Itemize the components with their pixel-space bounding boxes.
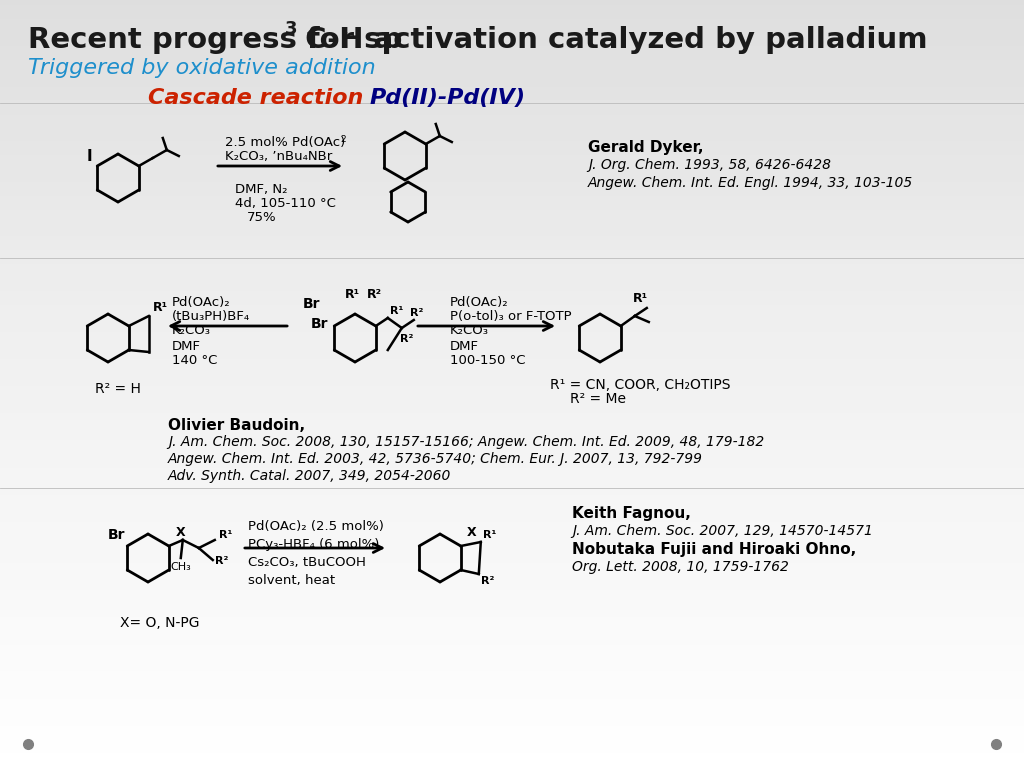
Text: R² = H: R² = H (95, 382, 141, 396)
Text: 2: 2 (340, 135, 346, 144)
Text: Nobutaka Fujii and Hiroaki Ohno,: Nobutaka Fujii and Hiroaki Ohno, (572, 542, 856, 557)
Text: R¹: R¹ (482, 530, 497, 540)
Text: Recent progress for sp: Recent progress for sp (28, 26, 402, 54)
Text: Org. Lett. 2008, 10, 1759-1762: Org. Lett. 2008, 10, 1759-1762 (572, 560, 788, 574)
Text: R¹: R¹ (219, 530, 232, 540)
Text: R²: R² (215, 556, 228, 566)
Text: R²: R² (399, 334, 413, 344)
Text: (tBu₃PH)BF₄: (tBu₃PH)BF₄ (172, 310, 250, 323)
Text: 3: 3 (285, 20, 298, 38)
Text: Adv. Synth. Catal. 2007, 349, 2054-2060: Adv. Synth. Catal. 2007, 349, 2054-2060 (168, 469, 452, 483)
Text: Triggered by oxidative addition: Triggered by oxidative addition (28, 58, 376, 78)
Text: R¹ = CN, COOR, CH₂OTIPS: R¹ = CN, COOR, CH₂OTIPS (550, 378, 730, 392)
Text: Keith Fagnou,: Keith Fagnou, (572, 506, 691, 521)
Text: R¹: R¹ (153, 301, 168, 314)
Text: Angew. Chem. Int. Ed. 2003, 42, 5736-5740; Chem. Eur. J. 2007, 13, 792-799: Angew. Chem. Int. Ed. 2003, 42, 5736-574… (168, 452, 703, 466)
Text: R²: R² (481, 576, 495, 586)
Text: Pd(OAc)₂ (2.5 mol%)
PCy₃-HBF₄ (6 mol%)
Cs₂CO₃, tBuCOOH
solvent, heat: Pd(OAc)₂ (2.5 mol%) PCy₃-HBF₄ (6 mol%) C… (248, 520, 384, 587)
Text: K₂CO₃: K₂CO₃ (172, 324, 211, 337)
Text: K₂CO₃: K₂CO₃ (450, 324, 489, 337)
Text: J. Org. Chem. 1993, 58, 6426-6428: J. Org. Chem. 1993, 58, 6426-6428 (588, 158, 831, 172)
Text: DMF: DMF (450, 340, 479, 353)
Text: C-H activation catalyzed by palladium: C-H activation catalyzed by palladium (295, 26, 928, 54)
Text: R² = Me: R² = Me (570, 392, 626, 406)
Text: X: X (467, 526, 476, 539)
Text: 75%: 75% (247, 211, 276, 224)
Text: R²: R² (410, 308, 423, 318)
Text: Pd(II)-Pd(IV): Pd(II)-Pd(IV) (370, 88, 526, 108)
Text: Pd(OAc)₂: Pd(OAc)₂ (172, 296, 230, 309)
Text: Gerald Dyker,: Gerald Dyker, (588, 140, 703, 155)
Text: Br: Br (303, 297, 321, 311)
Text: R¹: R¹ (345, 288, 360, 301)
Text: Br: Br (310, 317, 329, 331)
Text: K₂CO₃, ’nBu₄NBr: K₂CO₃, ’nBu₄NBr (225, 150, 332, 163)
Text: 4d, 105-110 °C: 4d, 105-110 °C (234, 197, 336, 210)
Text: R¹: R¹ (633, 292, 648, 305)
Text: X: X (176, 526, 185, 539)
Text: I: I (87, 149, 92, 164)
Text: J. Am. Chem. Soc. 2007, 129, 14570-14571: J. Am. Chem. Soc. 2007, 129, 14570-14571 (572, 524, 872, 538)
Text: CH₃: CH₃ (170, 562, 191, 572)
Text: 100-150 °C: 100-150 °C (450, 354, 525, 367)
Text: Angew. Chem. Int. Ed. Engl. 1994, 33, 103-105: Angew. Chem. Int. Ed. Engl. 1994, 33, 10… (588, 176, 913, 190)
Text: DMF, N₂: DMF, N₂ (234, 183, 288, 196)
Text: R¹: R¹ (390, 306, 403, 316)
Text: J. Am. Chem. Soc. 2008, 130, 15157-15166; Angew. Chem. Int. Ed. 2009, 48, 179-18: J. Am. Chem. Soc. 2008, 130, 15157-15166… (168, 435, 764, 449)
Text: Cascade reaction: Cascade reaction (148, 88, 364, 108)
Text: P(o-tol)₃ or F-TOTP: P(o-tol)₃ or F-TOTP (450, 310, 571, 323)
Text: Olivier Baudoin,: Olivier Baudoin, (168, 418, 305, 433)
Text: R²: R² (367, 288, 382, 301)
Text: Br: Br (108, 528, 125, 542)
Text: X= O, N-PG: X= O, N-PG (120, 616, 200, 630)
Text: 140 °C: 140 °C (172, 354, 217, 367)
Text: 2.5 mol% Pd(OAc): 2.5 mol% Pd(OAc) (225, 136, 345, 149)
Text: DMF: DMF (172, 340, 201, 353)
Text: Pd(OAc)₂: Pd(OAc)₂ (450, 296, 509, 309)
